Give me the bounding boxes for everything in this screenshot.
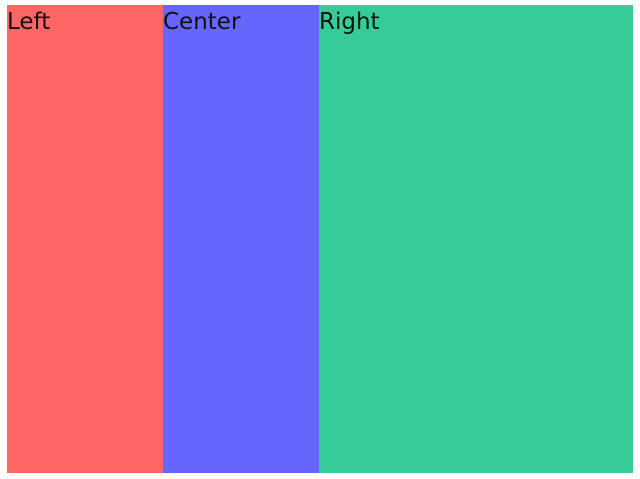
left-panel-label: Left bbox=[7, 9, 51, 35]
right-panel-label: Right bbox=[319, 9, 380, 35]
left-panel: Left bbox=[7, 5, 163, 473]
three-column-layout: Left Center Right bbox=[7, 5, 633, 473]
right-panel: Right bbox=[319, 5, 633, 473]
center-panel-label: Center bbox=[163, 9, 241, 35]
center-panel: Center bbox=[163, 5, 319, 473]
